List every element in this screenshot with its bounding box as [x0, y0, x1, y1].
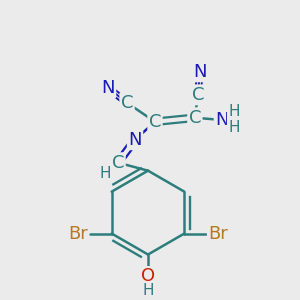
Text: C: C: [189, 109, 201, 127]
Text: Br: Br: [208, 225, 228, 243]
Text: H: H: [99, 166, 111, 181]
Text: N: N: [193, 63, 207, 81]
Text: Br: Br: [68, 225, 88, 243]
Text: N: N: [215, 111, 229, 129]
Text: C: C: [112, 154, 124, 172]
Text: C: C: [192, 86, 204, 104]
Text: H: H: [142, 283, 154, 298]
Text: H: H: [228, 104, 240, 119]
Text: H: H: [228, 120, 240, 135]
Text: O: O: [141, 268, 155, 286]
Text: C: C: [149, 113, 161, 131]
Text: N: N: [128, 131, 142, 149]
Text: N: N: [101, 79, 115, 97]
Text: C: C: [121, 94, 133, 112]
